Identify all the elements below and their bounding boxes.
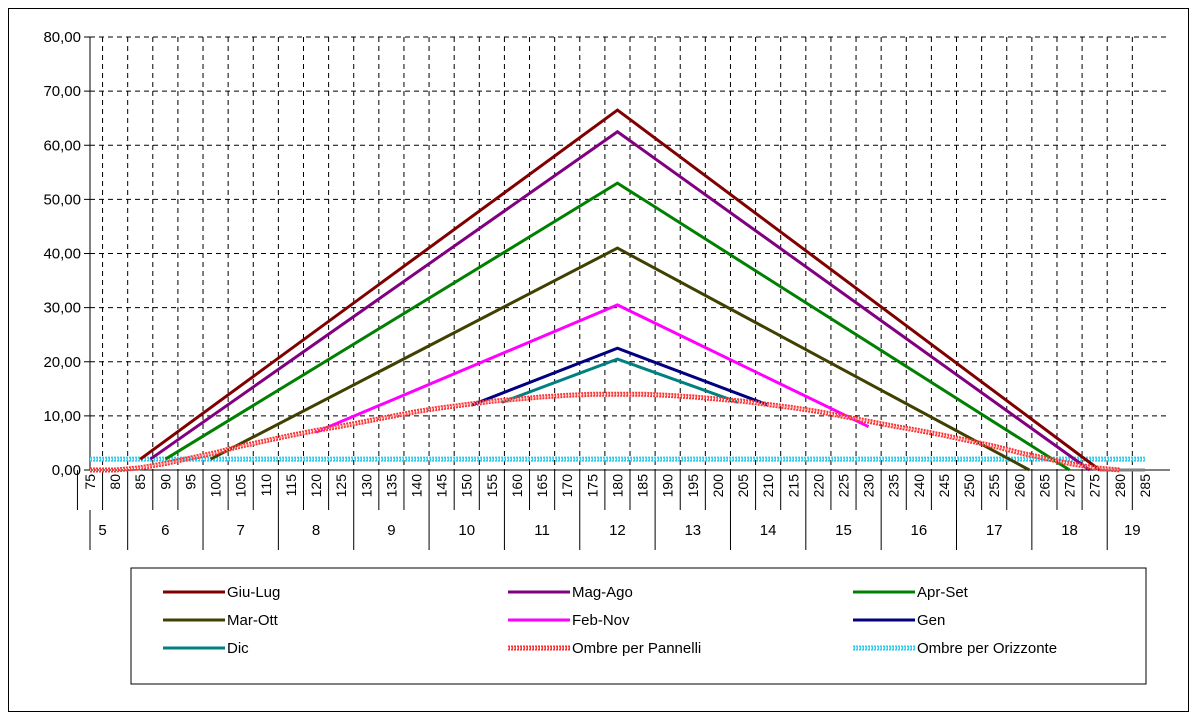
x-tick-label: 190: [660, 474, 676, 498]
y-axis: 0,00 10,00 20,00 30,00 40,00 50,00 60,00 70,00 8…: [43, 29, 91, 479]
x-tick-label: 155: [484, 474, 500, 498]
y-tick-label: 80,00: [43, 29, 81, 46]
x-tick-label: 280: [1112, 474, 1128, 498]
x-axis: 75 80 85 90 95 100 105 110 115 120 125 130 135 140 145…: [76, 470, 1153, 510]
x-tick-label: 105: [233, 474, 249, 498]
y-tick-label: 30,00: [43, 300, 81, 317]
y-tick-label: 50,00: [43, 191, 81, 208]
y-tick-label: 40,00: [43, 246, 81, 263]
x-tick-label: 110: [258, 474, 274, 497]
x-tick-label: 175: [584, 474, 600, 498]
hour-label: 7: [237, 522, 245, 539]
hour-label: 8: [312, 522, 320, 539]
series-line: [139, 108, 1101, 472]
x-tick-label: 270: [1062, 474, 1078, 498]
hour-label: 19: [1124, 522, 1141, 539]
x-tick-label: 85: [132, 474, 148, 490]
series-line-highlight: [90, 393, 1120, 471]
series-line: [164, 181, 1071, 472]
hour-label: 16: [910, 522, 927, 539]
y-tick-label: 10,00: [43, 408, 81, 425]
legend-label: Dic: [227, 640, 249, 657]
x-tick-label: 225: [835, 474, 851, 498]
x-tick-label: 130: [358, 474, 374, 498]
hour-label: 17: [986, 522, 1003, 539]
x-tick-label: 125: [333, 474, 349, 498]
x-tick-label: 240: [911, 474, 927, 498]
series-line: [501, 357, 739, 404]
legend-label: Giu-Lug: [227, 584, 280, 601]
series-line: [315, 303, 870, 434]
x-tick-label: 170: [559, 474, 575, 498]
hour-label: 12: [609, 522, 626, 539]
x-tick-label: 160: [509, 474, 525, 498]
hour-label: 11: [534, 522, 550, 539]
hour-label: 9: [387, 522, 395, 539]
x-tick-label: 245: [936, 474, 952, 498]
legend-label: Mar-Ott: [227, 612, 279, 629]
x-tick-label: 210: [760, 474, 776, 498]
x-tick-label: 120: [308, 474, 324, 498]
x-tick-label: 100: [208, 474, 224, 498]
x-tick-label: 200: [710, 474, 726, 498]
x-tick-label: 220: [810, 474, 826, 498]
x-tick-label: 185: [635, 474, 651, 498]
series-lines: [90, 108, 1145, 473]
x-tick-label: 275: [1087, 474, 1103, 498]
hour-label: 6: [161, 522, 169, 539]
legend-label: Gen: [917, 612, 945, 629]
legend-box: [130, 567, 1147, 685]
x-tick-label: 195: [685, 474, 701, 498]
x-tick-label: 135: [383, 474, 399, 498]
x-tick-label: 95: [182, 474, 198, 490]
legend-label: Apr-Set: [917, 584, 969, 601]
y-tick-label: 70,00: [43, 83, 81, 100]
x-tick-label: 230: [861, 474, 877, 498]
x-tick-label: 255: [986, 474, 1002, 498]
y-tick-label: 60,00: [43, 137, 81, 154]
x-tick-label: 75: [82, 474, 98, 490]
x-tick-label: 90: [157, 474, 173, 490]
hour-label: 13: [684, 522, 701, 539]
series-line: [209, 246, 1031, 472]
series-line: [149, 129, 1091, 472]
hour-label: 15: [835, 522, 852, 539]
x-tick-label: 140: [409, 474, 425, 498]
hour-label: 18: [1061, 522, 1078, 539]
x-tick-label: 250: [961, 474, 977, 498]
legend: Giu-Lug Mag-Ago Apr-Set Mar-Ott Feb-Nov Gen Di…: [130, 567, 1147, 685]
legend-label: Ombre per Pannelli: [572, 640, 701, 657]
x-tick-label: 115: [283, 474, 299, 497]
legend-label: Ombre per Orizzonte: [917, 640, 1057, 657]
y-tick-label: 20,00: [43, 354, 81, 371]
hour-label: 5: [98, 522, 106, 539]
x-tick-label: 180: [609, 474, 625, 498]
x-tick-label: 80: [107, 474, 123, 490]
x-tick-label: 205: [735, 474, 751, 498]
y-tick-label: 0,00: [52, 462, 81, 479]
series-line: [471, 346, 769, 407]
hour-axis: 5 6 7 8 9 10 11 12 13 14 15 16 17 18 19: [89, 510, 1141, 550]
x-tick-label: 165: [534, 474, 550, 498]
x-tick-label: 235: [886, 474, 902, 498]
x-tick-label: 150: [459, 474, 475, 498]
x-tick-label: 285: [1137, 474, 1153, 498]
legend-label: Feb-Nov: [572, 612, 630, 629]
hour-label: 10: [458, 522, 475, 539]
legend-label: Mag-Ago: [572, 584, 633, 601]
x-tick-label: 215: [785, 474, 801, 498]
x-tick-label: 260: [1011, 474, 1027, 498]
grid: [90, 36, 1170, 470]
x-tick-label: 145: [434, 474, 450, 498]
hour-label: 14: [760, 522, 777, 539]
x-tick-label: 265: [1036, 474, 1052, 498]
